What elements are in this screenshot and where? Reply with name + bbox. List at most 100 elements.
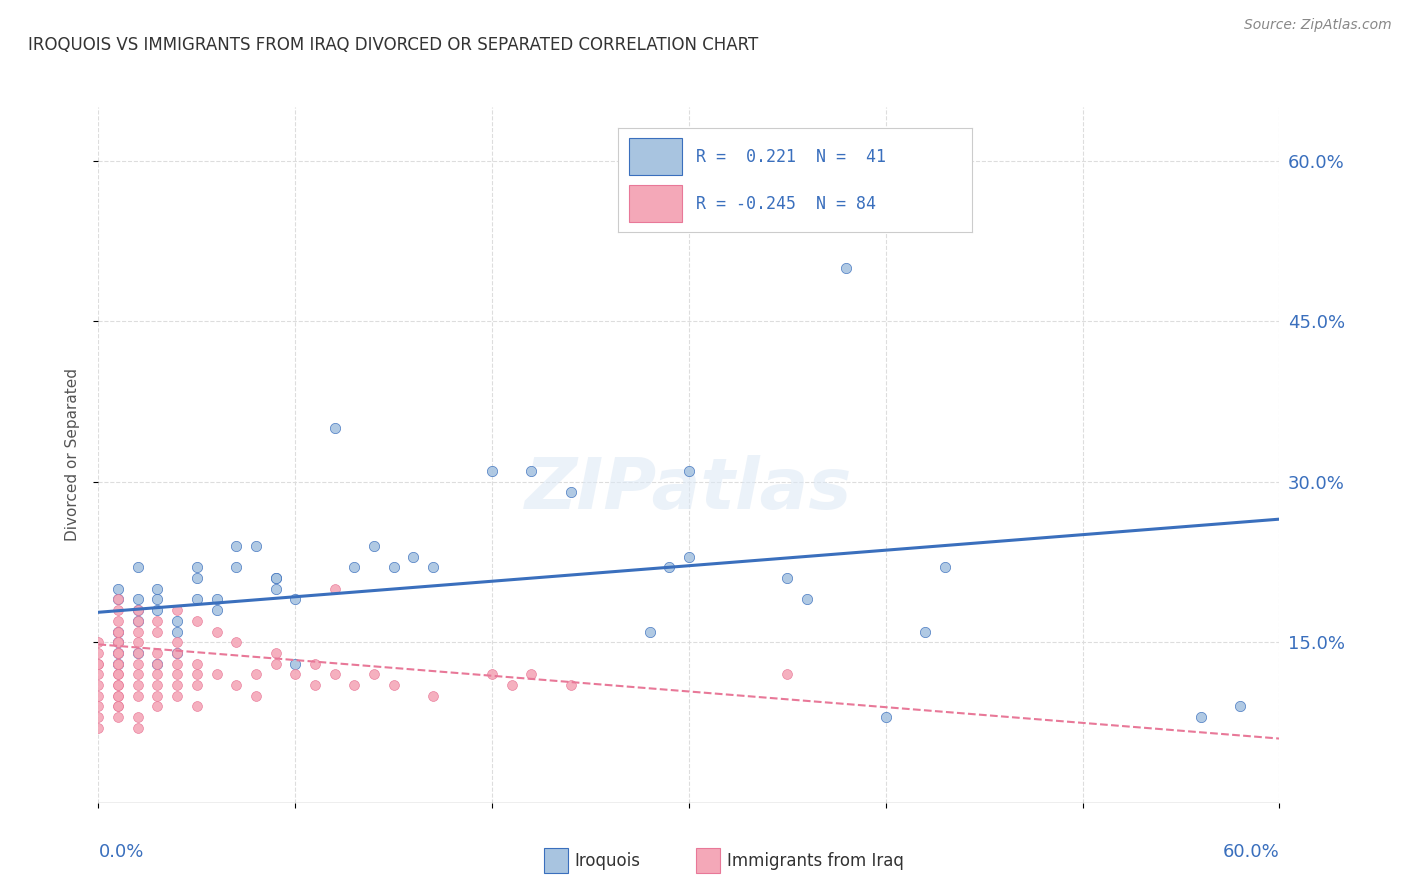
Point xyxy=(520,667,543,681)
Point xyxy=(520,464,543,478)
Text: ZIPatlas: ZIPatlas xyxy=(526,455,852,524)
Point xyxy=(87,699,110,714)
Point xyxy=(205,667,228,681)
Point xyxy=(166,678,188,692)
Point xyxy=(87,657,110,671)
Bar xyxy=(544,848,568,873)
Point xyxy=(107,689,129,703)
Point xyxy=(186,667,208,681)
Point xyxy=(107,689,129,703)
Point xyxy=(127,721,149,735)
Point xyxy=(245,539,267,553)
Y-axis label: Divorced or Separated: Divorced or Separated xyxy=(65,368,80,541)
Point xyxy=(560,678,582,692)
Point xyxy=(225,678,247,692)
Point xyxy=(205,603,228,617)
Point xyxy=(205,624,228,639)
Point xyxy=(107,624,129,639)
Point xyxy=(934,560,956,574)
Point xyxy=(107,646,129,660)
Point xyxy=(166,667,188,681)
Point xyxy=(186,560,208,574)
Point xyxy=(343,678,366,692)
Point xyxy=(107,592,129,607)
Point xyxy=(107,710,129,724)
Point xyxy=(107,657,129,671)
Point xyxy=(146,667,169,681)
Bar xyxy=(696,848,720,873)
Point xyxy=(166,603,188,617)
Point xyxy=(1229,699,1251,714)
Text: 0.0%: 0.0% xyxy=(98,843,143,861)
Point xyxy=(146,582,169,596)
Point xyxy=(127,614,149,628)
Text: Immigrants from Iraq: Immigrants from Iraq xyxy=(727,852,904,870)
Point xyxy=(87,646,110,660)
Point xyxy=(87,689,110,703)
Text: Iroquois: Iroquois xyxy=(575,852,641,870)
Point xyxy=(107,699,129,714)
Point xyxy=(107,603,129,617)
Point xyxy=(107,635,129,649)
Point xyxy=(87,678,110,692)
Point xyxy=(127,603,149,617)
Point xyxy=(658,560,681,574)
Text: Source: ZipAtlas.com: Source: ZipAtlas.com xyxy=(1244,18,1392,32)
Point xyxy=(186,678,208,692)
Point xyxy=(146,592,169,607)
Point xyxy=(127,710,149,724)
Point xyxy=(186,614,208,628)
Point xyxy=(146,624,169,639)
Point xyxy=(107,667,129,681)
Point xyxy=(166,646,188,660)
Point xyxy=(166,614,188,628)
Point xyxy=(186,657,208,671)
Point xyxy=(127,646,149,660)
Point xyxy=(264,571,287,585)
Point xyxy=(304,678,326,692)
Point xyxy=(363,667,385,681)
Point xyxy=(382,560,405,574)
Point xyxy=(796,592,818,607)
Point xyxy=(875,710,897,724)
Point xyxy=(146,614,169,628)
Point xyxy=(146,657,169,671)
Point xyxy=(776,667,799,681)
Point xyxy=(284,657,307,671)
Point xyxy=(107,635,129,649)
Point xyxy=(501,678,523,692)
Text: IROQUOIS VS IMMIGRANTS FROM IRAQ DIVORCED OR SEPARATED CORRELATION CHART: IROQUOIS VS IMMIGRANTS FROM IRAQ DIVORCE… xyxy=(28,36,758,54)
Point xyxy=(127,667,149,681)
Point xyxy=(245,689,267,703)
Point xyxy=(343,560,366,574)
Point xyxy=(87,667,110,681)
Point xyxy=(127,614,149,628)
Point xyxy=(107,646,129,660)
Point xyxy=(481,667,503,681)
Point xyxy=(127,603,149,617)
Point xyxy=(205,592,228,607)
Point xyxy=(127,635,149,649)
Point xyxy=(127,560,149,574)
Point xyxy=(382,678,405,692)
Point xyxy=(146,678,169,692)
Point xyxy=(264,646,287,660)
Point xyxy=(127,646,149,660)
Point xyxy=(835,260,858,275)
Point xyxy=(127,624,149,639)
Point xyxy=(186,571,208,585)
Point xyxy=(146,603,169,617)
Point xyxy=(107,614,129,628)
Point xyxy=(146,689,169,703)
Point xyxy=(107,678,129,692)
Point xyxy=(127,592,149,607)
Point xyxy=(284,592,307,607)
Point xyxy=(638,624,661,639)
Point xyxy=(87,657,110,671)
Point xyxy=(107,646,129,660)
Point xyxy=(363,539,385,553)
Point xyxy=(166,657,188,671)
Point xyxy=(107,635,129,649)
Point xyxy=(284,667,307,681)
Point xyxy=(87,635,110,649)
